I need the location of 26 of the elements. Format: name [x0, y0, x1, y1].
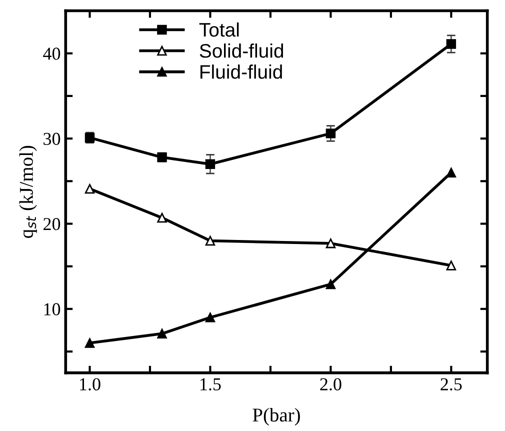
x-tick-label: 1.5 — [200, 378, 221, 390]
legend-label: Total — [199, 22, 239, 37]
x-tick-label: 2.0 — [320, 378, 342, 390]
point — [84, 184, 95, 194]
y-tick-label: 30 — [44, 132, 60, 145]
point — [205, 236, 216, 246]
x-axis-title: P(bar) — [252, 408, 300, 426]
point — [446, 39, 456, 49]
point — [84, 338, 95, 348]
point — [326, 279, 336, 290]
y-tick-label: 40 — [43, 48, 60, 60]
legend-label: Fluid-fluid — [200, 64, 282, 79]
point — [446, 168, 456, 178]
point — [157, 328, 167, 338]
point — [326, 128, 336, 138]
point — [157, 212, 167, 223]
point — [326, 238, 336, 248]
legend-label: Solid-fluid — [200, 43, 284, 58]
x-tick-label: 1.0 — [80, 378, 100, 390]
point — [205, 312, 216, 322]
y-tick-label: 20 — [44, 218, 60, 230]
point — [205, 159, 216, 169]
x-tick-label: 2.5 — [440, 378, 462, 390]
point — [446, 260, 456, 270]
y-tick-label: 10 — [44, 303, 60, 316]
y-axis-title: q$_{st}$ (kJ/mol) — [19, 146, 37, 238]
